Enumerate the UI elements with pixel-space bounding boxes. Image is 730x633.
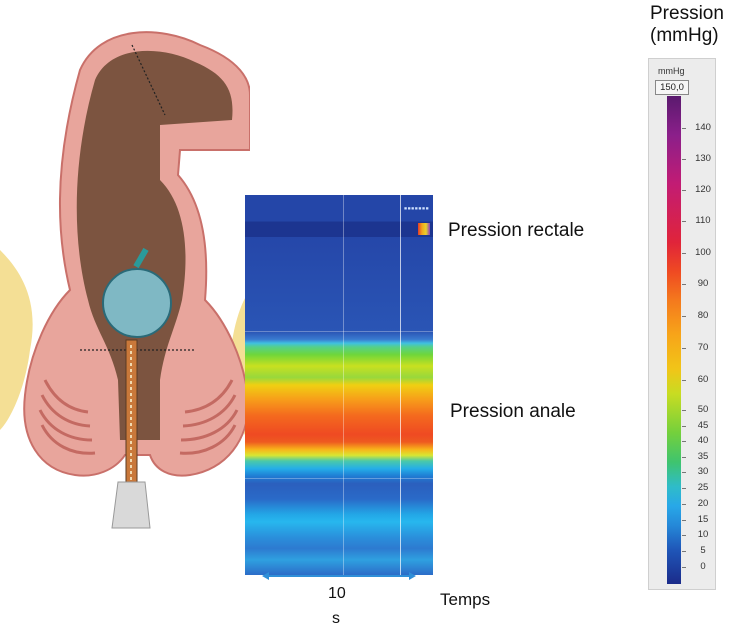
colorbar-tick-mark [682, 221, 686, 222]
colorbar-tick-mark [682, 159, 686, 160]
colorbar-tick-mark [682, 441, 686, 442]
colorbar-tick-mark [682, 348, 686, 349]
colorbar-tick-label: 45 [697, 420, 709, 431]
colorbar-tick-label: 60 [697, 374, 709, 385]
colorbar-tick-mark [682, 128, 686, 129]
dotted-line-upper [131, 44, 166, 116]
sphincter-muscle-right [179, 379, 239, 455]
time-unit: s [332, 610, 340, 627]
colorbar-tick-mark [682, 567, 686, 568]
sphincter-muscle-left [38, 379, 96, 455]
time-value: 10 [328, 585, 346, 602]
colorbar-tick-label: 30 [697, 466, 709, 477]
colorbar-tick-label: 140 [695, 122, 711, 133]
color-swatch-icon [418, 223, 430, 235]
colorbar-tick-mark [682, 520, 686, 521]
fat-tissue-left [0, 250, 33, 430]
colorbar-tick-label: 20 [697, 498, 709, 509]
colorbar-tick-label: 70 [697, 342, 709, 353]
colorbar-tick-label: 35 [697, 451, 709, 462]
map-header-tag: ▪▪▪▪▪▪▪ [403, 205, 429, 212]
time-axis-label: Temps [440, 590, 491, 609]
catheter-handle [111, 481, 151, 529]
anal-pressure-label: Pression anale [450, 401, 576, 422]
colorbar-tick-label: 40 [697, 435, 709, 446]
colorbar-tick-mark [682, 535, 686, 536]
colorbar-tick-label: 100 [695, 247, 711, 258]
colorbar-title: Pression (mmHg) [650, 3, 724, 47]
balloon-stem [133, 247, 149, 269]
colorbar-tick-mark [682, 457, 686, 458]
colorbar-tick-label: 0 [700, 561, 706, 572]
colorbar-tick-label: 130 [695, 153, 711, 164]
colorbar-tick-mark [682, 551, 686, 552]
colorbar-max-value: 150,0 [655, 80, 689, 95]
rectal-lumen [76, 50, 233, 441]
colorbar-tick-label: 25 [697, 482, 709, 493]
colorbar-tick-mark [682, 190, 686, 191]
colorbar-tick-label: 110 [695, 215, 711, 226]
colorbar-tick-label: 120 [695, 184, 711, 195]
rectal-pressure-label: Pression rectale [448, 220, 585, 241]
time-scale-arrow [262, 572, 416, 580]
colorbar-tick-mark [682, 410, 686, 411]
rectal-balloon [102, 268, 172, 338]
colorbar-tick-mark [682, 284, 686, 285]
colorbar-tick-mark [682, 504, 686, 505]
colorbar-tick-label: 50 [697, 404, 709, 415]
colorbar-title-line2: (mmHg) [650, 25, 719, 46]
colorbar-tick-mark [682, 316, 686, 317]
colorbar-tick-mark [682, 488, 686, 489]
colorbar-gradient [667, 96, 681, 584]
colorbar-panel [648, 58, 716, 590]
colorbar-tick-mark [682, 380, 686, 381]
colorbar-tick-mark [682, 426, 686, 427]
colorbar-tick-mark [682, 472, 686, 473]
colorbar-title-line1: Pression [650, 3, 724, 24]
colorbar-tick-label: 5 [700, 545, 706, 556]
colorbar-unit: mmHg [658, 66, 685, 76]
colorbar-tick-label: 15 [697, 514, 709, 525]
anorectal-anatomy-illustration [0, 31, 250, 529]
colorbar-tick-label: 80 [697, 310, 709, 321]
colorbar-tick-mark [682, 253, 686, 254]
hrm-pressure-map: ▪▪▪▪▪▪▪ [245, 195, 433, 575]
colorbar-tick-label: 10 [697, 529, 709, 540]
colorbar-tick-label: 90 [697, 278, 709, 289]
